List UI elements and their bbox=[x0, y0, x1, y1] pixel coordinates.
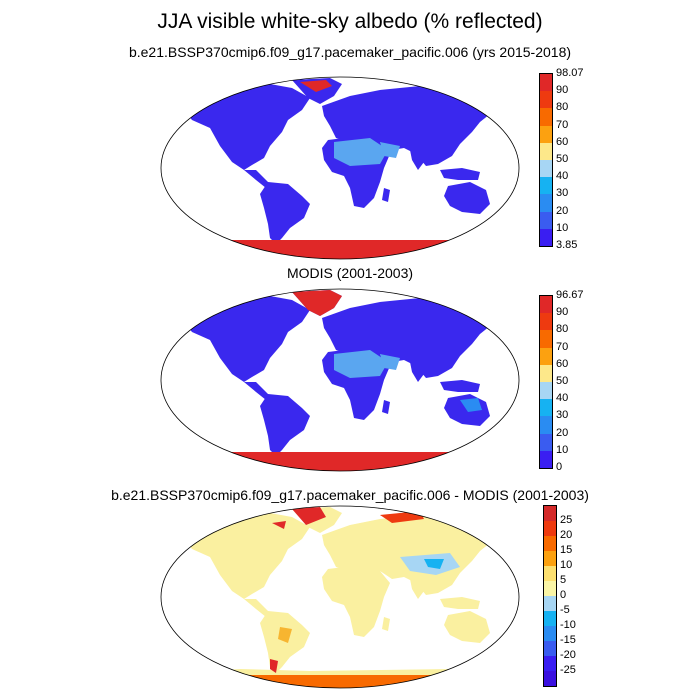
colorbar-box bbox=[540, 142, 552, 161]
colorbar-box bbox=[544, 596, 556, 612]
patagonia-positive-diff bbox=[270, 659, 278, 673]
colorbar-box bbox=[540, 177, 552, 195]
colorbar-label: 10 bbox=[560, 559, 573, 571]
antarctica-ice-modis bbox=[161, 452, 519, 471]
colorbar-label: -5 bbox=[560, 604, 570, 616]
colorbar-label: 20 bbox=[556, 426, 569, 439]
map-border-model bbox=[160, 76, 520, 260]
panel-title-modis: MODIS (2001-2003) bbox=[286, 265, 414, 281]
colorbar-frame bbox=[539, 295, 553, 469]
colorbar-box bbox=[544, 521, 556, 537]
colorbar-box bbox=[544, 611, 556, 627]
colorbar-label: 60 bbox=[556, 357, 569, 370]
colorbar-box bbox=[540, 399, 552, 417]
colorbar-label: 3.85 bbox=[556, 239, 578, 251]
colorbar-box bbox=[540, 313, 552, 331]
colorbar-label: 50 bbox=[556, 153, 569, 165]
colorbar-label: 50 bbox=[556, 375, 569, 387]
colorbar-label: 70 bbox=[556, 340, 569, 353]
colorbar-label: 96.67 bbox=[556, 289, 584, 301]
map-border-modis bbox=[160, 288, 520, 472]
colorbar-box bbox=[544, 671, 556, 687]
colorbar-label: 20 bbox=[556, 204, 569, 217]
arabia-model bbox=[380, 142, 400, 158]
colorbar-box bbox=[544, 551, 556, 567]
colorbar-label: 5 bbox=[560, 574, 567, 586]
colorbar-label: 60 bbox=[556, 135, 569, 148]
colorbar-box bbox=[540, 228, 552, 247]
colorbar-label: 40 bbox=[556, 392, 569, 405]
figure-title: JJA visible white-sky albedo (% reflecte… bbox=[157, 10, 543, 33]
samerica-positive-diff bbox=[278, 627, 292, 643]
colorbar-box bbox=[540, 296, 552, 314]
colorbar-label: 15 bbox=[560, 544, 573, 556]
alaska-snow-model bbox=[190, 94, 204, 100]
colorbar-box bbox=[540, 194, 552, 213]
colorbar-box bbox=[540, 450, 552, 469]
colorbar-label: -10 bbox=[560, 619, 576, 631]
panel-title-model: b.e21.BSSP370cmip6.f09_g17.pacemaker_pac… bbox=[128, 44, 572, 60]
map-model bbox=[160, 76, 520, 260]
asia-strong-negative-diff bbox=[424, 559, 444, 569]
colorbar-box bbox=[544, 656, 556, 672]
colorbar-box bbox=[540, 74, 552, 92]
sahara-modis bbox=[334, 350, 388, 378]
colorbar-box bbox=[540, 108, 552, 127]
colorbar-label: 90 bbox=[556, 84, 569, 97]
colorbar-label: 80 bbox=[556, 101, 569, 114]
antarctica-positive-diff bbox=[161, 675, 519, 688]
colorbar-label: 30 bbox=[556, 409, 569, 422]
land-modis bbox=[161, 290, 519, 471]
colorbar-label: -20 bbox=[560, 649, 576, 661]
colorbar-label: -15 bbox=[560, 634, 576, 646]
colorbar-box bbox=[540, 330, 552, 349]
australia-desert-modis bbox=[460, 398, 482, 412]
map-border-diff bbox=[160, 505, 520, 689]
map-diff bbox=[160, 505, 520, 689]
map-modis bbox=[160, 288, 520, 472]
arabia-modis bbox=[380, 354, 400, 370]
colorbar-label: 10 bbox=[556, 221, 569, 234]
colorbar-label: 20 bbox=[560, 529, 573, 541]
greenland-ice-modis bbox=[292, 290, 342, 316]
colorbar-box bbox=[540, 211, 552, 230]
canada-positive-diff bbox=[272, 521, 286, 529]
colorbar-box bbox=[544, 506, 556, 522]
colorbar-box bbox=[544, 581, 556, 597]
colorbar-box bbox=[540, 416, 552, 435]
colorbar-box bbox=[544, 566, 556, 582]
land-model bbox=[161, 78, 519, 259]
colorbar-label: 98.07 bbox=[556, 67, 584, 79]
colorbar-label: 70 bbox=[556, 118, 569, 131]
colorbar-box bbox=[544, 536, 556, 552]
colorbar-box bbox=[544, 626, 556, 642]
land-diff bbox=[161, 507, 519, 688]
colorbar-box bbox=[540, 382, 552, 400]
colorbar-label: 25 bbox=[560, 514, 573, 526]
colorbar-label: 0 bbox=[556, 461, 563, 473]
colorbar-label: 0 bbox=[560, 589, 567, 601]
colorbar-frame bbox=[543, 505, 557, 687]
colorbar-label: 30 bbox=[556, 187, 569, 200]
antarctica-ice-model bbox=[161, 240, 519, 259]
greenland-ice-model bbox=[300, 80, 332, 92]
colorbar-box bbox=[544, 641, 556, 657]
colorbar-label: 90 bbox=[556, 306, 569, 319]
sahara-model bbox=[334, 138, 388, 166]
panel-title-diff: b.e21.BSSP370cmip6.f09_g17.pacemaker_pac… bbox=[111, 487, 589, 503]
colorbar-box bbox=[540, 364, 552, 383]
greenland-positive-diff bbox=[292, 507, 326, 525]
colorbar-box bbox=[540, 160, 552, 178]
colorbar-label: 40 bbox=[556, 170, 569, 183]
colorbar-box bbox=[540, 347, 552, 366]
colorbar-box bbox=[540, 433, 552, 452]
colorbar-label: -25 bbox=[560, 664, 576, 676]
colorbar-box bbox=[540, 125, 552, 144]
colorbar-label: 10 bbox=[556, 443, 569, 456]
colorbar-frame bbox=[539, 73, 553, 247]
colorbar-label: 80 bbox=[556, 323, 569, 336]
colorbar-box bbox=[540, 91, 552, 109]
